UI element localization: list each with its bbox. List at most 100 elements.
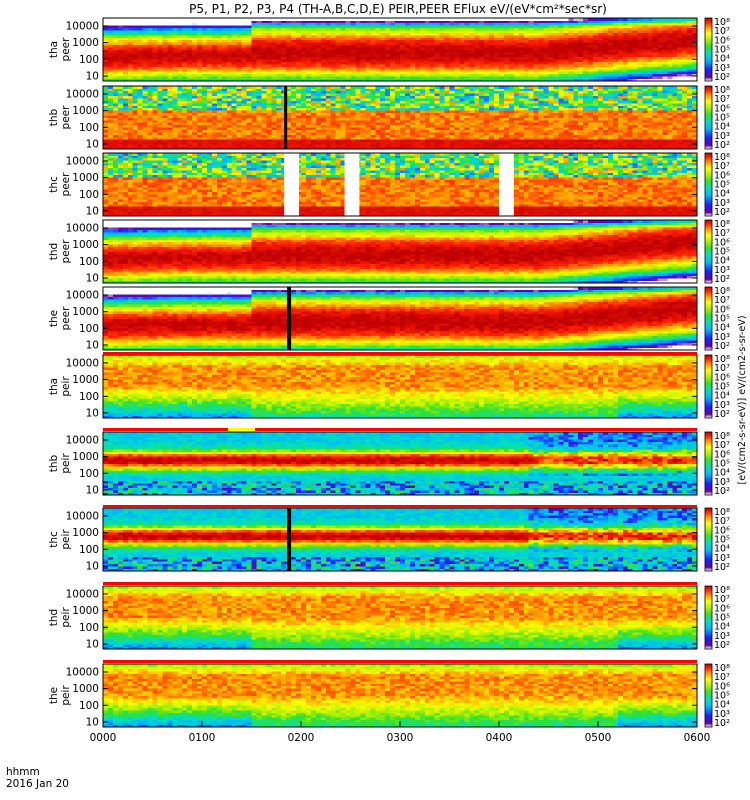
heatmap-cell <box>291 59 297 63</box>
heatmap-cell <box>414 56 421 60</box>
heatmap-cell <box>330 88 337 92</box>
heatmap-cell <box>117 110 124 114</box>
heatmap-cell <box>652 66 658 70</box>
heatmap-cell <box>236 100 242 104</box>
heatmap-cell <box>177 32 183 36</box>
heatmap-cell <box>424 47 431 50</box>
heatmap-cell <box>211 76 218 79</box>
heatmap-cell <box>107 107 114 111</box>
heatmap-cell <box>132 139 139 143</box>
heatmap-cell <box>335 86 341 89</box>
heatmap-cell <box>558 51 564 55</box>
heatmap-cell <box>548 66 554 70</box>
heatmap-cell <box>286 66 292 70</box>
heatmap-cell <box>236 90 242 94</box>
heatmap-cell <box>627 37 634 41</box>
heatmap-cell <box>553 61 559 65</box>
heatmap-cell <box>395 110 401 114</box>
heatmap-cell <box>266 30 272 33</box>
heatmap-cell <box>642 49 648 53</box>
heatmap-cell <box>340 56 346 60</box>
heatmap-cell <box>385 117 391 121</box>
heatmap-cell <box>345 112 351 116</box>
heatmap-cell <box>320 134 327 138</box>
heatmap-cell <box>310 68 317 72</box>
heatmap-cell <box>350 132 356 135</box>
heatmap-cell <box>404 47 411 50</box>
heatmap-cell <box>241 141 247 145</box>
heatmap-cell <box>325 141 332 145</box>
heatmap-cell <box>602 44 609 48</box>
heatmap-cell <box>578 61 584 65</box>
heatmap-cell <box>276 102 282 106</box>
heatmap-cell <box>494 71 500 75</box>
heatmap-cell <box>409 76 416 79</box>
heatmap-cell <box>286 139 292 143</box>
heatmap-cell <box>157 32 163 36</box>
heatmap-cell <box>454 39 460 43</box>
heatmap-cell <box>598 56 604 60</box>
heatmap-cell <box>261 32 267 36</box>
heatmap-cell <box>528 47 535 50</box>
heatmap-cell <box>206 20 213 24</box>
heatmap-cell <box>469 25 475 29</box>
heatmap-cell <box>424 54 431 58</box>
heatmap-cell <box>246 49 252 53</box>
heatmap-cell <box>320 47 327 50</box>
heatmap-cell <box>429 49 436 53</box>
heatmap-cell <box>429 32 436 36</box>
heatmap-cell <box>617 51 624 55</box>
heatmap-cell <box>271 110 277 114</box>
heatmap-cell <box>256 98 262 101</box>
heatmap-cell <box>127 86 134 89</box>
heatmap-cell <box>271 30 277 33</box>
heatmap-cell <box>162 98 168 101</box>
heatmap-cell <box>291 110 297 114</box>
heatmap-cell <box>350 47 356 50</box>
heatmap-cell <box>182 18 188 21</box>
heatmap-cell <box>167 25 173 29</box>
heatmap-cell <box>602 42 609 46</box>
heatmap-cell <box>330 64 337 67</box>
heatmap-cell <box>494 54 500 58</box>
heatmap-cell <box>390 20 396 24</box>
heatmap-cell <box>489 47 495 50</box>
heatmap-cell <box>672 34 678 38</box>
heatmap-cell <box>548 73 554 77</box>
heatmap-cell <box>414 78 421 82</box>
heatmap-cell <box>330 59 337 63</box>
heatmap-cell <box>197 86 203 89</box>
heatmap-cell <box>291 122 297 126</box>
heatmap-cell <box>395 119 401 123</box>
heatmap-cell <box>202 37 208 41</box>
heatmap-cell <box>202 112 208 116</box>
heatmap-cell <box>107 54 114 58</box>
heatmap-cell <box>152 44 158 48</box>
heatmap-cell <box>404 66 411 70</box>
heatmap-cell <box>360 100 366 104</box>
heatmap-cell <box>543 76 549 79</box>
heatmap-cell <box>370 117 376 121</box>
heatmap-cell <box>127 110 134 114</box>
heatmap-cell <box>424 20 431 24</box>
heatmap-cell <box>375 68 381 72</box>
heatmap-cell <box>429 129 436 133</box>
heatmap-cell <box>325 119 332 123</box>
heatmap-cell <box>117 107 124 111</box>
heatmap-cell <box>642 32 648 36</box>
heatmap-cell <box>276 139 282 143</box>
heatmap-cell <box>296 27 302 31</box>
heatmap-cell <box>122 42 129 46</box>
heatmap-cell <box>528 56 535 60</box>
heatmap-cell <box>103 93 109 97</box>
heatmap-cell <box>583 68 589 72</box>
heatmap-cell <box>226 129 233 133</box>
heatmap-cell <box>112 27 119 31</box>
heatmap-cell <box>236 30 242 33</box>
heatmap-cell <box>310 105 317 109</box>
heatmap-cell <box>112 61 119 65</box>
heatmap-cell <box>360 98 366 101</box>
heatmap-cell <box>226 71 233 75</box>
heatmap-cell <box>325 61 332 65</box>
